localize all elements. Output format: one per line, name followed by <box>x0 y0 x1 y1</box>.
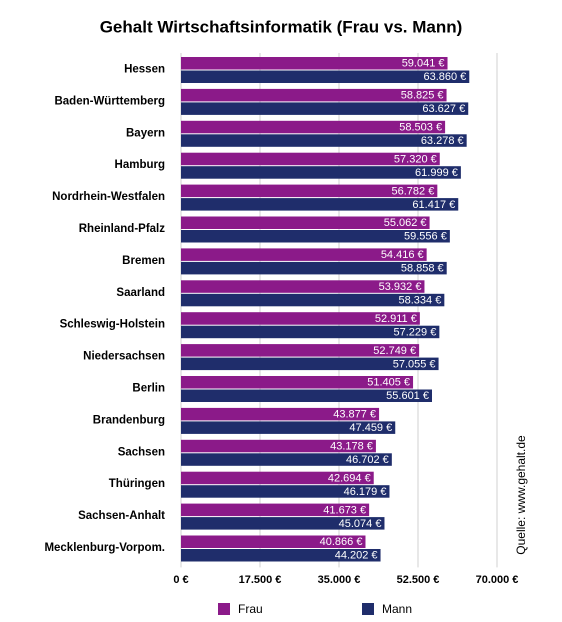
value-label: 45.074 € <box>339 518 382 530</box>
y-tick-label: Sachsen-Anhalt <box>78 510 165 522</box>
bar <box>181 503 370 517</box>
source-note: Quelle: www.gehalt.de <box>514 435 528 555</box>
value-label: 57.229 € <box>394 326 437 338</box>
value-label: 53.932 € <box>379 281 422 293</box>
value-label: 46.702 € <box>346 454 389 466</box>
value-label: 43.877 € <box>333 409 376 421</box>
bar <box>181 485 390 498</box>
y-tick-label: Berlin <box>132 383 165 395</box>
value-label: 55.601 € <box>386 390 429 402</box>
bar <box>181 535 366 548</box>
bar <box>181 439 376 453</box>
bar <box>181 230 450 243</box>
value-label: 58.858 € <box>401 263 444 275</box>
bar <box>181 280 425 293</box>
value-label: 54.416 € <box>381 249 424 261</box>
y-tick-label: Sachsen <box>118 446 165 458</box>
y-tick-label: Bayern <box>126 127 165 139</box>
value-label: 41.673 € <box>323 504 366 516</box>
chart-title: Gehalt Wirtschaftsinformatik (Frau vs. M… <box>100 17 463 36</box>
x-tick-label: 35.000 € <box>318 574 361 586</box>
bar <box>181 312 420 325</box>
y-tick-label: Hessen <box>124 64 165 76</box>
bar <box>181 261 447 275</box>
legend-swatch <box>362 603 374 615</box>
bar <box>181 102 469 115</box>
bar <box>181 471 374 485</box>
value-label: 52.911 € <box>375 313 417 325</box>
bar <box>181 166 461 179</box>
bar <box>181 120 446 134</box>
y-tick-label: Brandenburg <box>93 414 165 426</box>
bar <box>181 376 414 389</box>
bar <box>181 389 432 402</box>
value-label: 42.694 € <box>328 472 371 484</box>
bar <box>181 70 470 83</box>
y-tick-label: Mecklenburg-Vorpom. <box>44 542 165 554</box>
value-label: 59.041 € <box>402 58 445 70</box>
value-label: 57.320 € <box>394 153 437 165</box>
x-tick-label: 70.000 € <box>476 574 519 586</box>
value-label: 63.627 € <box>422 103 465 115</box>
value-label: 58.825 € <box>401 90 444 102</box>
bar <box>181 344 420 357</box>
y-tick-label: Saarland <box>116 287 165 299</box>
value-label: 58.503 € <box>399 121 442 133</box>
value-label: 61.999 € <box>415 167 458 179</box>
value-label: 58.334 € <box>399 294 442 306</box>
value-label: 63.278 € <box>421 135 464 147</box>
bar <box>181 549 381 562</box>
value-label: 43.178 € <box>330 440 373 452</box>
bar <box>181 357 439 371</box>
bar <box>181 248 427 261</box>
value-label: 55.062 € <box>384 217 427 229</box>
y-tick-label: Schleswig-Holstein <box>60 319 165 331</box>
y-tick-label: Rheinland-Pfalz <box>79 223 166 235</box>
bar <box>181 421 396 434</box>
legend-swatch <box>218 603 230 615</box>
bar <box>181 293 445 307</box>
value-label: 59.556 € <box>404 231 447 243</box>
bar <box>181 453 392 466</box>
value-label: 46.179 € <box>344 486 387 498</box>
bar <box>181 198 459 211</box>
y-tick-label: Nordrhein-Westfalen <box>52 191 165 203</box>
value-label: 57.055 € <box>393 358 436 370</box>
bar <box>181 325 440 339</box>
value-label: 52.749 € <box>373 345 416 357</box>
bar <box>181 134 467 147</box>
x-tick-label: 52.500 € <box>397 574 440 586</box>
x-tick-label: 17.500 € <box>239 574 282 586</box>
y-tick-label: Niedersachsen <box>83 351 165 363</box>
bar <box>181 88 447 102</box>
value-label: 61.417 € <box>412 199 455 211</box>
value-label: 63.860 € <box>423 71 466 83</box>
bar <box>181 184 438 198</box>
value-label: 56.782 € <box>392 185 435 197</box>
bar <box>181 216 430 229</box>
value-label: 40.866 € <box>320 536 363 548</box>
y-tick-label: Thüringen <box>109 478 165 490</box>
value-label: 47.459 € <box>349 422 392 434</box>
y-tick-label: Bremen <box>122 255 165 267</box>
legend-label: Mann <box>382 602 412 616</box>
bar <box>181 407 380 421</box>
y-tick-label: Hamburg <box>115 159 165 171</box>
value-label: 44.202 € <box>335 550 378 562</box>
bar <box>181 57 448 70</box>
legend-label: Frau <box>238 602 263 616</box>
value-label: 51.405 € <box>367 377 410 389</box>
y-tick-label: Baden-Württemberg <box>54 95 165 107</box>
bar <box>181 517 385 530</box>
x-tick-label: 0 € <box>173 574 188 586</box>
bar <box>181 152 440 166</box>
